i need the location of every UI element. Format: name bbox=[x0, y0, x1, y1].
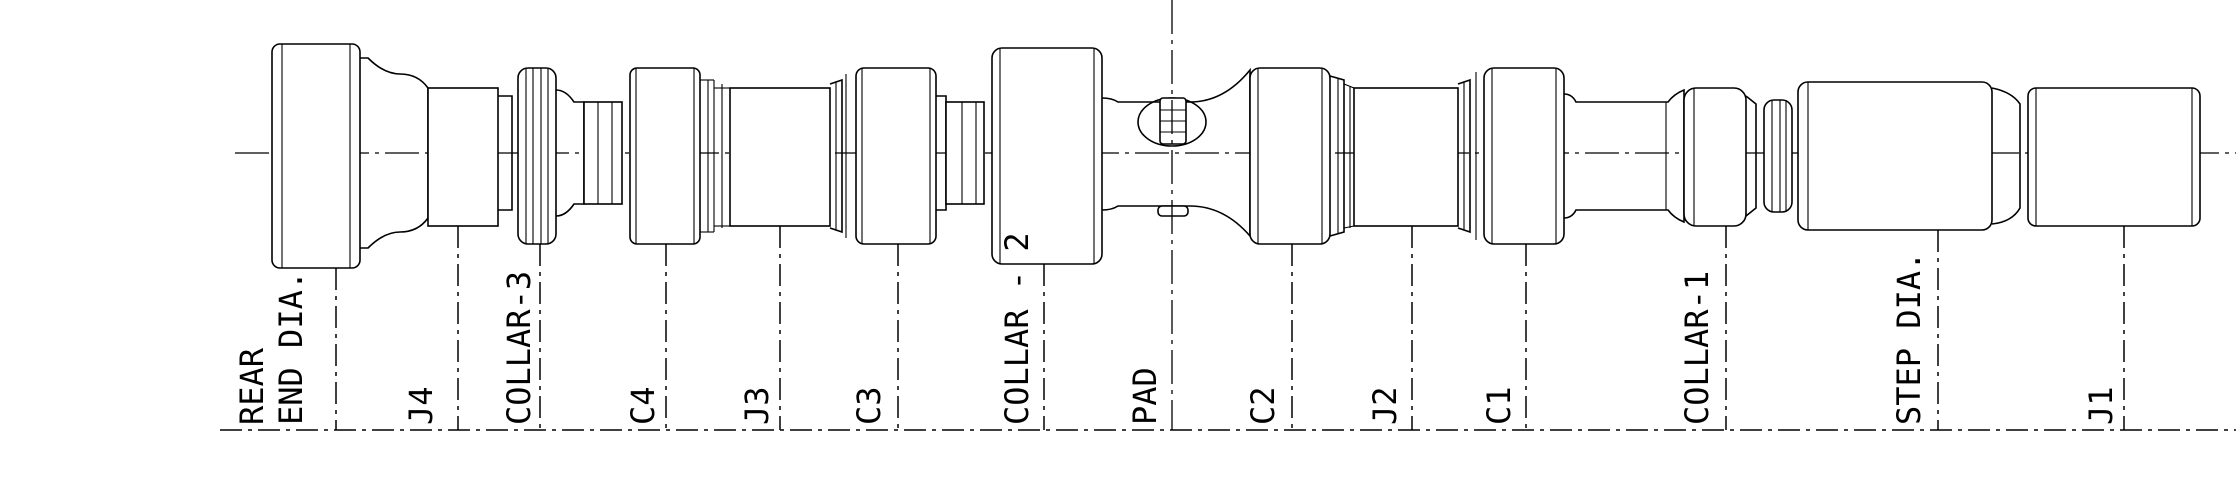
j4-segment bbox=[427, 87, 499, 227]
label-j2: J2 bbox=[1366, 386, 1404, 425]
rear-end-segment bbox=[271, 43, 361, 269]
label-pad: PAD bbox=[1126, 367, 1164, 425]
label-end-dia: END DIA. bbox=[272, 271, 310, 425]
label-collar-2: COLLAR - 2 bbox=[998, 232, 1036, 425]
j3-segment bbox=[729, 87, 831, 227]
label-j3-text: J3 bbox=[738, 386, 776, 425]
label-collar-2-text: COLLAR - 2 bbox=[998, 232, 1036, 425]
label-j4-text: J4 bbox=[402, 386, 440, 425]
label-j1: J1 bbox=[2082, 386, 2120, 425]
label-pad-text: PAD bbox=[1126, 367, 1164, 425]
label-j4: J4 bbox=[402, 386, 440, 425]
label-c1: C1 bbox=[1480, 386, 1518, 425]
collar-1-segment bbox=[1683, 87, 1747, 227]
label-rear-text: REAR bbox=[233, 347, 271, 425]
collar-2-segment bbox=[991, 47, 1103, 265]
label-collar-3: COLLAR-3 bbox=[500, 271, 538, 425]
pad-detail bbox=[1137, 97, 1207, 217]
label-c2-text: C2 bbox=[1244, 386, 1282, 425]
label-step-dia: STEP DIA. bbox=[1890, 252, 1928, 425]
collar-3-segment bbox=[517, 67, 557, 245]
label-c4-text: C4 bbox=[624, 386, 662, 425]
label-c1-text: C1 bbox=[1480, 386, 1518, 425]
label-rear: REAR bbox=[233, 347, 271, 425]
j2-segment bbox=[1353, 87, 1459, 227]
j1-segment bbox=[2027, 87, 2201, 227]
label-collar-1-text: COLLAR-1 bbox=[1678, 271, 1716, 425]
label-collar-1: COLLAR-1 bbox=[1678, 271, 1716, 425]
c2-segment bbox=[1249, 67, 1331, 245]
label-c3: C3 bbox=[850, 386, 888, 425]
step-dia-segment bbox=[1797, 81, 1993, 231]
label-c3-text: C3 bbox=[850, 386, 888, 425]
c3-segment bbox=[855, 67, 937, 245]
label-step-dia-text: STEP DIA. bbox=[1890, 252, 1928, 425]
c4-segment bbox=[629, 67, 701, 245]
camshaft-body bbox=[271, 43, 2201, 269]
label-j3: J3 bbox=[738, 386, 776, 425]
label-j2-text: J2 bbox=[1366, 386, 1404, 425]
leader-lines bbox=[335, 226, 2125, 430]
label-j1-text: J1 bbox=[2082, 386, 2120, 425]
label-c4: C4 bbox=[624, 386, 662, 425]
c1-segment bbox=[1483, 67, 1565, 245]
label-end-dia-text: END DIA. bbox=[272, 271, 310, 425]
label-c2: C2 bbox=[1244, 386, 1282, 425]
label-collar-3-text: COLLAR-3 bbox=[500, 271, 538, 425]
